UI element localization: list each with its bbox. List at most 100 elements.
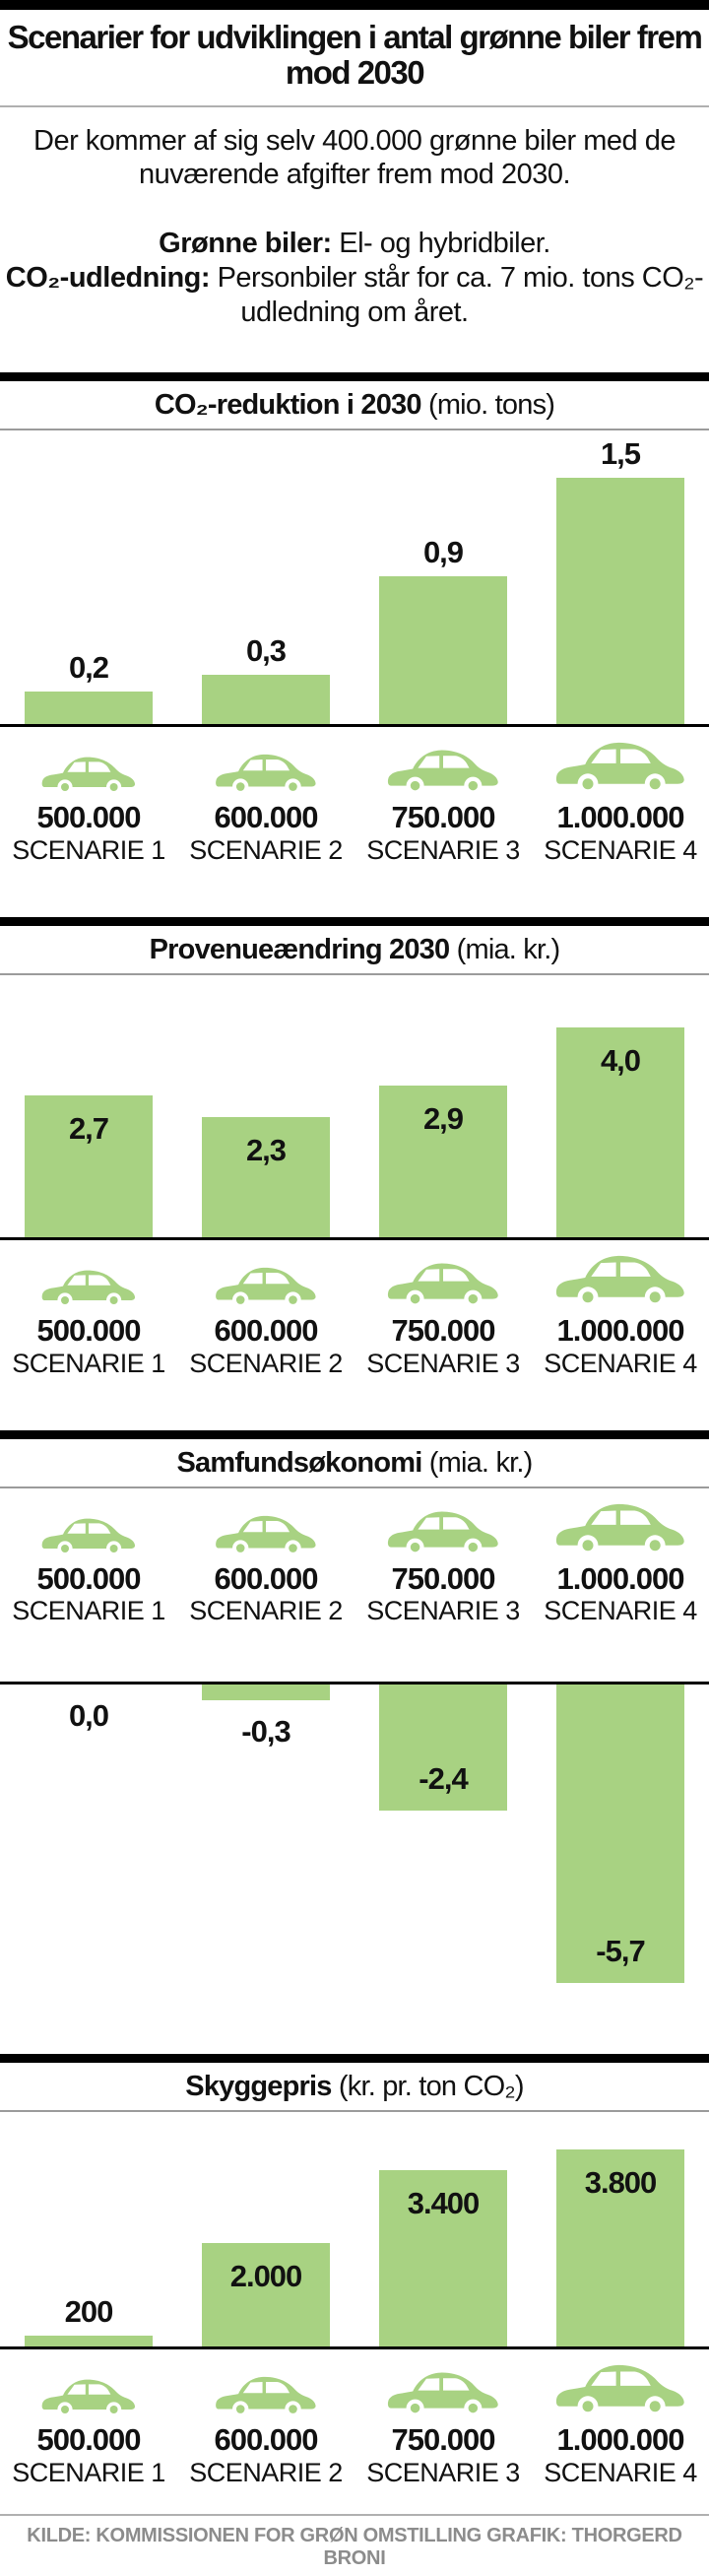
scenario-cell: 500.000 SCENARIE 1	[0, 2355, 177, 2488]
scenario-cell: 750.000 SCENARIE 3	[354, 733, 532, 866]
scenario-count: 500.000	[36, 2422, 141, 2458]
bar	[556, 1027, 684, 1238]
plot-column: 1,5	[532, 430, 709, 725]
top-rule	[0, 0, 709, 10]
header-hairline	[0, 1486, 709, 1488]
axis-baseline	[0, 1237, 709, 1241]
car-box	[177, 1246, 354, 1309]
bar	[25, 2336, 153, 2347]
scenario-label: SCENARIE 2	[189, 1348, 343, 1378]
car-icon	[555, 1503, 684, 1555]
scenario-label: SCENARIE 3	[366, 1348, 520, 1378]
car-icon	[555, 2365, 684, 2417]
car-box	[177, 1494, 354, 1557]
chart-section-2: Provenueændring 2030 (mia. kr.) 2,7 2,3 2,9…	[0, 917, 709, 1430]
car-box	[0, 1246, 177, 1309]
chart-header: Skyggepris (kr. pr. ton CO₂)	[0, 2063, 709, 2110]
bar-value-label: 3.400	[407, 2186, 481, 2221]
bar	[379, 2170, 507, 2347]
bar-value-label: 2,7	[68, 1111, 109, 1147]
scenario-cell: 750.000 SCENARIE 3	[354, 2355, 532, 2488]
chart-unit: (kr. pr. ton CO₂)	[331, 2071, 525, 2103]
section-rule	[0, 917, 709, 927]
plot-column: 2.000	[177, 2112, 354, 2347]
plot-column: 3.400	[354, 2112, 532, 2347]
car-box	[532, 1494, 709, 1557]
plot-area: 0,0 -0,3 -2,4 -5,7	[0, 1684, 709, 2024]
bar	[25, 692, 153, 725]
axis-baseline	[0, 724, 709, 728]
bar	[556, 1684, 684, 1984]
car-icon	[41, 1270, 136, 1308]
plot-column: 2,9	[354, 975, 532, 1238]
car-box	[532, 733, 709, 796]
footer-divider	[0, 2514, 709, 2517]
bar-value-label: 1,5	[600, 436, 641, 472]
bar-value-label: 200	[64, 2294, 114, 2330]
chart-section-1: CO₂-reduktion i 2030 (mio. tons) 0,2 0,3 0,…	[0, 372, 709, 917]
bar	[202, 1684, 330, 1701]
intro-text: Der kommer af sig selv 400.000 grønne bi…	[33, 125, 676, 190]
scenario-count: 600.000	[214, 800, 318, 835]
bar	[379, 1684, 507, 1812]
scenario-cell: 500.000 SCENARIE 1	[0, 733, 177, 866]
section-rule	[0, 372, 709, 382]
scenario-label: SCENARIE 4	[544, 834, 697, 865]
bar-value-label: -2,4	[419, 1761, 468, 1797]
car-box	[354, 733, 532, 796]
scenario-label: SCENARIE 3	[366, 1596, 520, 1626]
car-icon	[41, 1518, 136, 1556]
car-icon	[216, 2377, 316, 2418]
bar-value-label: -5,7	[596, 1934, 645, 1969]
scenario-label: SCENARIE 3	[366, 834, 520, 865]
chart-header: Provenueændring 2030 (mia. kr.)	[0, 926, 709, 973]
bar-value-label: 0,3	[245, 633, 287, 669]
scenario-cell: 600.000 SCENARIE 2	[177, 1246, 354, 1379]
car-icon	[216, 1267, 316, 1308]
plot-area: 0,2 0,3 0,9 1,5	[0, 430, 709, 725]
scenario-row: 500.000 SCENARIE 1 600.000 SCENARIE 2 750.00…	[0, 1240, 709, 1430]
scenario-label: SCENARIE 4	[544, 1348, 697, 1378]
scenario-count: 1.000.000	[556, 2422, 685, 2458]
scenario-row: 500.000 SCENARIE 1 600.000 SCENARIE 2 750.00…	[0, 2349, 709, 2514]
header-hairline	[0, 2110, 709, 2113]
chart-title: CO₂-reduktion i 2030	[154, 389, 422, 422]
bar	[379, 576, 507, 725]
bar	[25, 1095, 153, 1238]
chart-section-3: Samfundsøkonomi (mia. kr.) 500.000 SCENARI…	[0, 1429, 709, 2025]
scenario-count: 750.000	[391, 800, 495, 835]
car-icon	[387, 750, 498, 795]
section-rule	[0, 2054, 709, 2064]
plot-column: 2,3	[177, 975, 354, 1238]
bar-value-label: 2.000	[229, 2259, 303, 2294]
scenario-count: 600.000	[214, 1313, 318, 1349]
scenario-cell: 500.000 SCENARIE 1	[0, 1246, 177, 1379]
car-box	[532, 2355, 709, 2418]
bar	[556, 2149, 684, 2347]
scenario-count: 750.000	[391, 2422, 495, 2458]
plot-column: 200	[0, 2112, 177, 2347]
header-divider	[0, 105, 709, 108]
definition-term: Grønne biler:	[159, 227, 332, 259]
bar	[202, 1117, 330, 1238]
scenario-label: SCENARIE 4	[544, 2458, 697, 2488]
chart-unit: (mia. kr.)	[449, 934, 561, 966]
bar-value-label: 3.800	[584, 2165, 658, 2201]
chart-title: Provenueændring 2030	[149, 934, 451, 966]
car-box	[354, 2355, 532, 2418]
scenario-row: 500.000 SCENARIE 1 600.000 SCENARIE 2 750.00…	[0, 1488, 709, 1683]
car-box	[0, 2355, 177, 2418]
scenario-cell: 500.000 SCENARIE 1	[0, 1494, 177, 1627]
scenario-count: 500.000	[36, 1313, 141, 1349]
scenario-label: SCENARIE 3	[366, 2458, 520, 2488]
car-icon	[555, 1255, 684, 1308]
car-box	[177, 2355, 354, 2418]
scenario-label: SCENARIE 4	[544, 1596, 697, 1626]
scenario-cell: 1.000.000 SCENARIE 4	[532, 1494, 709, 1627]
bar-value-label: -0,3	[241, 1714, 290, 1750]
definition-text: Personbiler står for ca. 7 mio. tons CO₂…	[210, 261, 704, 328]
car-box	[354, 1246, 532, 1309]
page-title: Scenarier for udviklingen i antal grønne…	[7, 19, 703, 91]
scenario-label: SCENARIE 2	[189, 1596, 343, 1626]
